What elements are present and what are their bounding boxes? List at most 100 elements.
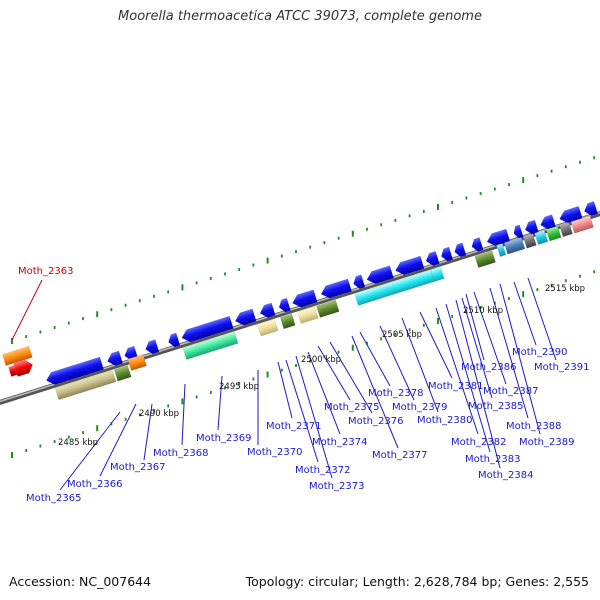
label-callout-line (445, 303, 491, 453)
gene-label-moth-2386[interactable]: Moth_2386 (461, 362, 516, 373)
gene-label-moth-2371[interactable]: Moth_2371 (266, 421, 321, 432)
gene-feature[interactable] (167, 332, 181, 348)
gene-feature[interactable] (316, 299, 340, 318)
gene-label-moth-2387[interactable]: Moth_2387 (483, 386, 538, 397)
gene-feature[interactable] (258, 302, 276, 320)
gene-feature[interactable] (182, 331, 239, 360)
gene-label-moth-2368[interactable]: Moth_2368 (153, 448, 208, 459)
gene-label-moth-2370[interactable]: Moth_2370 (247, 447, 302, 458)
gene-label-moth-2390[interactable]: Moth_2390 (512, 347, 567, 358)
gene-label-moth-2376[interactable]: Moth_2376 (348, 416, 403, 427)
label-callout-line (99, 403, 137, 477)
gene-feature[interactable] (105, 350, 124, 368)
gene-label-moth-2380[interactable]: Moth_2380 (417, 415, 472, 426)
lower-tick-ruler (11, 270, 596, 458)
gene-feature[interactable] (522, 233, 537, 249)
label-callout-line (329, 341, 373, 414)
gene-feature-red[interactable] (8, 365, 18, 377)
gene-feature[interactable] (545, 225, 562, 242)
gene-feature[interactable] (54, 369, 117, 401)
map-title: Moorella thermoacetica ATCC 39073, compl… (118, 9, 482, 24)
gene-feature[interactable] (570, 215, 594, 234)
gene-feature[interactable] (485, 228, 511, 248)
gene-label-moth-2389[interactable]: Moth_2389 (519, 437, 574, 448)
gene-label-moth-2373[interactable]: Moth_2373 (309, 481, 364, 492)
genome-backbone (0, 210, 600, 406)
accession-text: Accession: NC_007644 (9, 574, 152, 589)
label-callout-line (461, 297, 493, 399)
label-callout-line (295, 355, 333, 479)
gene-label-moth-2381[interactable]: Moth_2381 (428, 381, 483, 392)
label-callout-line (455, 299, 501, 469)
gene-feature[interactable] (470, 237, 484, 252)
gene-feature[interactable] (319, 278, 352, 300)
gene-feature[interactable] (503, 237, 526, 255)
label-callout-line (513, 281, 537, 346)
gene-label-moth-2367[interactable]: Moth_2367 (110, 462, 165, 473)
gene-feature[interactable] (291, 289, 318, 310)
label-callout-line (401, 317, 439, 413)
gene-feature[interactable] (352, 274, 366, 290)
gene-feature[interactable] (127, 354, 147, 371)
kbp-tick-label: 2495 kbp (219, 382, 259, 392)
gene-label-moth-2384[interactable]: Moth_2384 (478, 470, 533, 481)
gene-feature[interactable] (277, 297, 291, 313)
kbp-tick-label: 2515 kbp (545, 284, 585, 294)
gene-label-moth-2372[interactable]: Moth_2372 (295, 465, 350, 476)
label-callout-line (359, 331, 391, 387)
gene-feature[interactable] (453, 242, 467, 258)
gene-label-moth-2365[interactable]: Moth_2365 (26, 493, 81, 504)
gene-feature[interactable] (582, 201, 599, 217)
gene-feature[interactable] (430, 266, 445, 282)
gene-feature[interactable] (474, 250, 496, 268)
label-callout-line (143, 403, 153, 461)
gene-feature[interactable] (279, 313, 296, 330)
label-callout-lines (11, 277, 557, 491)
gene-label-moth-2369[interactable]: Moth_2369 (196, 433, 251, 444)
gene-feature[interactable] (424, 250, 440, 267)
gene-feature[interactable] (558, 205, 583, 225)
gene-feature[interactable] (180, 315, 234, 344)
gene-label-moth-2374[interactable]: Moth_2374 (312, 437, 367, 448)
gene-feature[interactable] (44, 356, 104, 387)
gene-label-moth-2377[interactable]: Moth_2377 (372, 450, 427, 461)
gene-label-moth-2388[interactable]: Moth_2388 (506, 421, 561, 432)
gene-label-moth-2382[interactable]: Moth_2382 (451, 437, 506, 448)
gene-feature[interactable] (257, 318, 279, 337)
gene-label-moth-2385[interactable]: Moth_2385 (468, 401, 523, 412)
kbp-tick-label: 2510 kbp (463, 306, 503, 316)
label-callout-line (527, 277, 557, 361)
gene-label-moth-2379[interactable]: Moth_2379 (392, 402, 447, 413)
gene-label-layer: Moth_2363 Moth_2365 Moth_2366 Moth_2367 … (18, 266, 589, 504)
gene-feature[interactable] (144, 339, 160, 356)
label-callout-line (435, 307, 479, 435)
gene-feature[interactable] (539, 214, 557, 232)
gene-feature[interactable] (113, 365, 132, 382)
gene-label-moth-2366[interactable]: Moth_2366 (67, 479, 122, 490)
gene-feature[interactable] (534, 229, 549, 245)
gene-label-moth-2383[interactable]: Moth_2383 (465, 454, 520, 465)
gene-feature-red[interactable] (13, 358, 34, 377)
gene-feature[interactable] (365, 265, 394, 286)
kbp-tick-label: 2485 kbp (58, 438, 98, 448)
gene-feature[interactable] (394, 255, 425, 277)
gene-label-moth-2378[interactable]: Moth_2378 (368, 388, 423, 399)
gene-feature[interactable] (523, 219, 539, 236)
label-callout-line (351, 335, 399, 449)
gene-feature-orange[interactable] (2, 345, 33, 366)
gene-label-moth-2391[interactable]: Moth_2391 (534, 362, 589, 373)
gene-label-moth-2363[interactable]: Moth_2363 (18, 266, 73, 277)
label-callout-line (181, 383, 186, 446)
gene-feature[interactable] (496, 243, 507, 257)
gene-feature[interactable] (439, 246, 454, 262)
gene-label-moth-2375[interactable]: Moth_2375 (324, 402, 379, 413)
gene-feature[interactable] (512, 224, 524, 240)
gene-feature[interactable] (559, 222, 573, 238)
label-callout-line (285, 359, 319, 463)
gene-feature[interactable] (233, 308, 257, 327)
label-callout-line (419, 311, 453, 379)
topology-summary: Topology: circular; Length: 2,628,784 bp… (245, 574, 589, 589)
gene-feature[interactable] (297, 306, 319, 324)
